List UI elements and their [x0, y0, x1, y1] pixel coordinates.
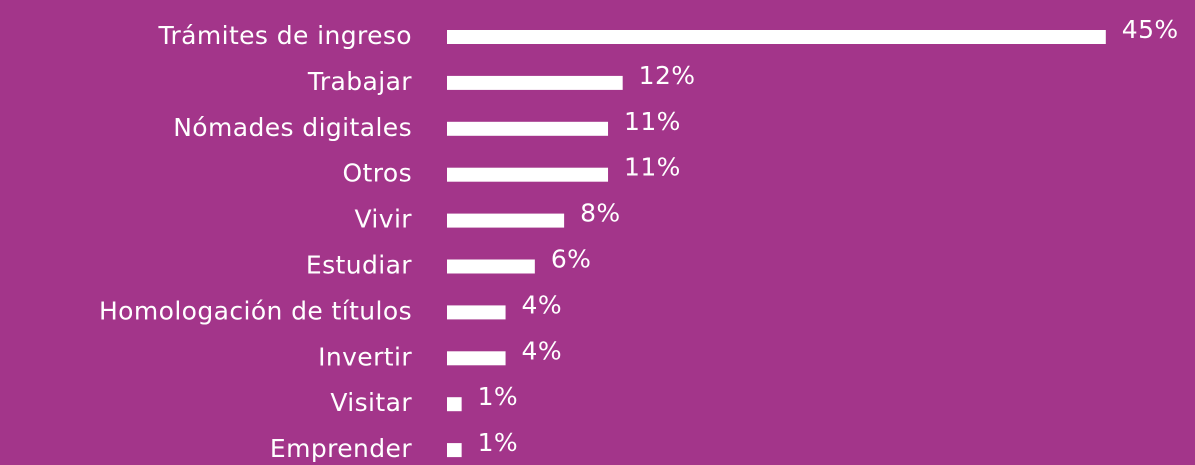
bar [447, 305, 506, 320]
category-label: Otros [342, 159, 412, 188]
value-label: 4% [522, 336, 562, 365]
category-label: Nómades digitales [173, 113, 412, 142]
bar [447, 397, 462, 412]
value-label: 12% [639, 61, 696, 90]
category-label: Trámites de ingreso [157, 21, 412, 50]
value-label: 1% [478, 382, 518, 411]
value-label: 4% [522, 290, 562, 319]
category-label: Visitar [330, 388, 412, 417]
bar [447, 213, 565, 228]
value-label: 8% [580, 199, 620, 228]
value-label: 45% [1122, 15, 1179, 44]
bar [447, 30, 1106, 44]
category-label: Homologación de títulos [99, 296, 412, 325]
category-label: Vivir [354, 205, 412, 234]
bar [447, 121, 609, 136]
category-label: Emprender [270, 434, 412, 463]
value-label: 1% [478, 428, 518, 457]
category-label: Invertir [318, 342, 412, 371]
category-label: Estudiar [306, 251, 412, 280]
bar [447, 167, 609, 182]
bar [447, 259, 535, 274]
value-label: 11% [624, 153, 681, 182]
bar [447, 351, 506, 366]
bar [447, 443, 462, 458]
value-label: 6% [551, 245, 591, 274]
category-label: Trabajar [307, 67, 412, 96]
bar [447, 75, 623, 90]
value-label: 11% [624, 107, 681, 136]
